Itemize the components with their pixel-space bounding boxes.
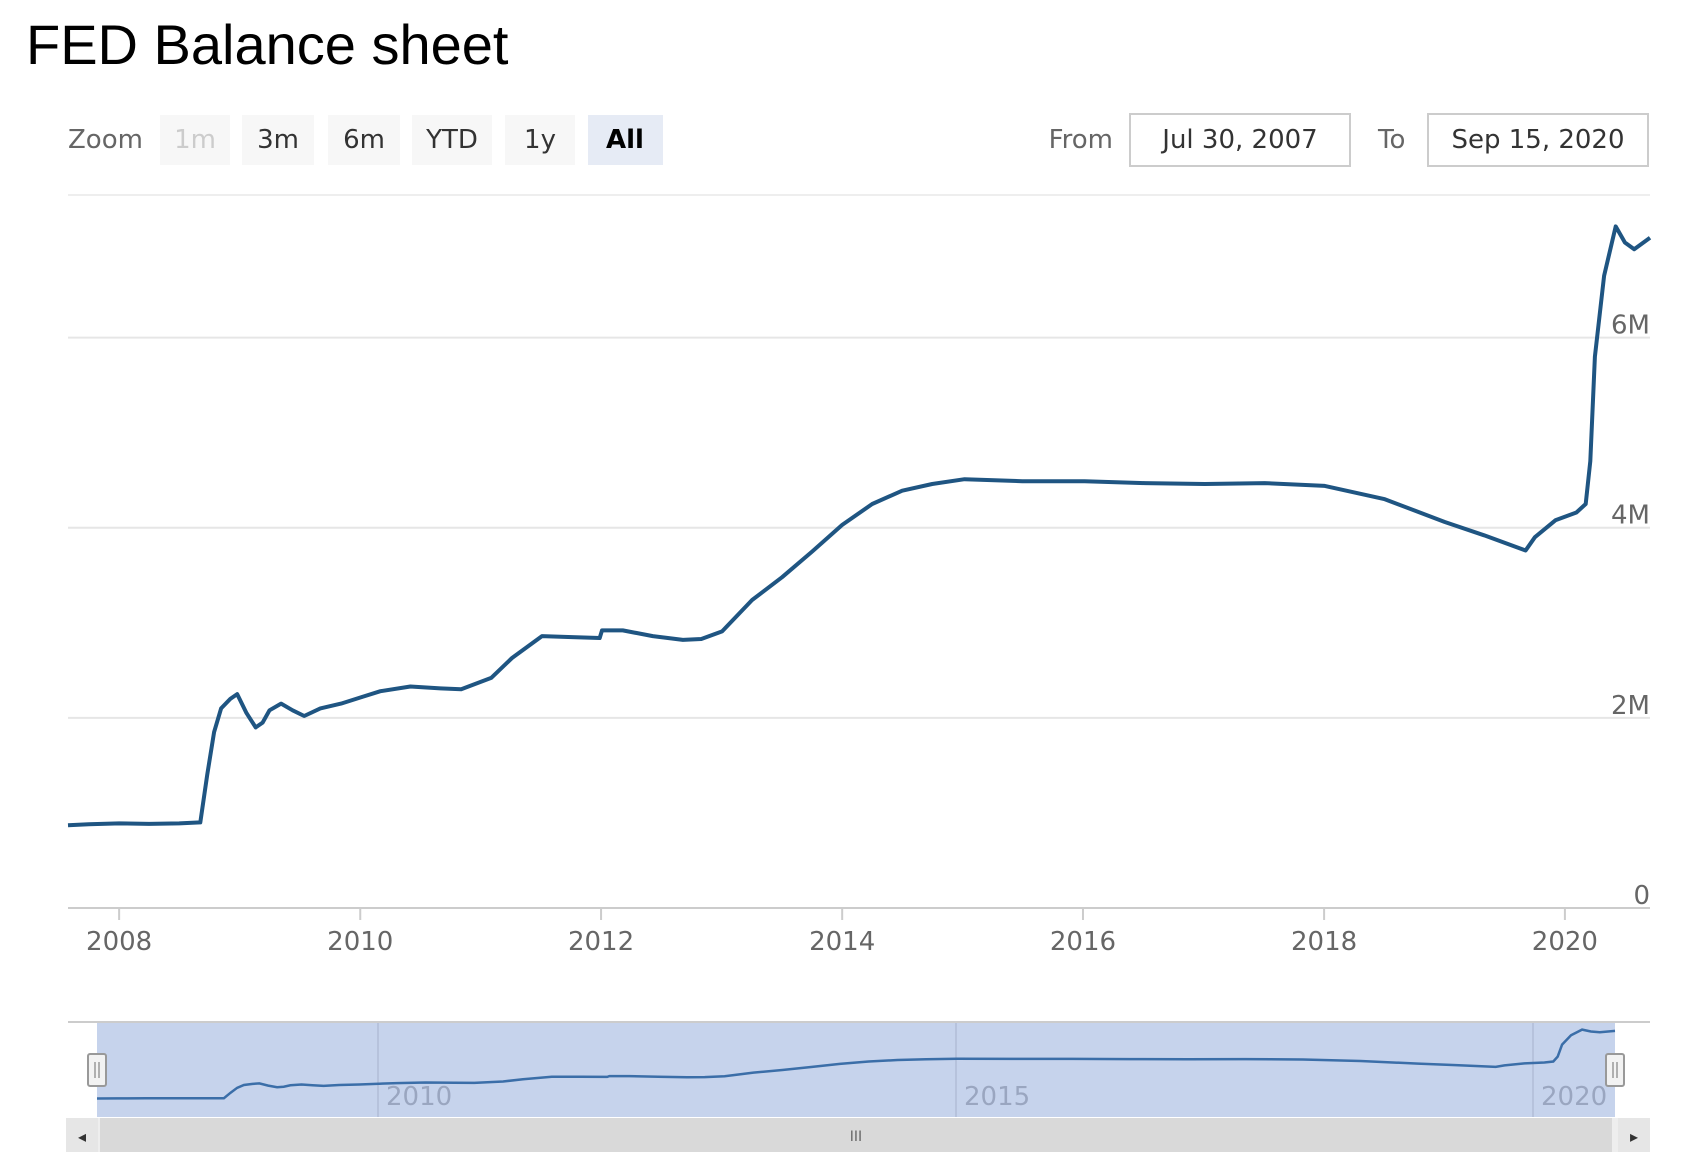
zoom-button-1m[interactable]: 1m <box>160 115 230 165</box>
navigator-selection-mask[interactable] <box>97 1023 1615 1117</box>
y-axis-ticks: 0 2M 4M 6M <box>1611 311 1650 911</box>
y-tick-label: 6M <box>1611 311 1650 341</box>
y-tick-label: 4M <box>1611 501 1650 531</box>
to-date-input[interactable]: Sep 15, 2020 <box>1427 113 1649 167</box>
scrollbar-thumb[interactable] <box>100 1118 1612 1152</box>
zoom-button-1m-label: 1m <box>174 125 216 155</box>
zoom-button-6m[interactable]: 6m <box>328 115 400 165</box>
zoom-label: Zoom <box>68 125 143 155</box>
range-selector: Zoom 1m 3m 6m YTD 1y All From Jul 30, <box>68 113 1649 167</box>
scrollbar-left-arrow-bg <box>66 1118 98 1152</box>
navigator-tick-2020: 2020 <box>1541 1082 1607 1112</box>
y-tick-label: 0 <box>1633 881 1650 911</box>
zoom-button-all-bg <box>588 115 663 165</box>
zoom-button-3m-bg <box>242 115 314 165</box>
x-tick-label: 2008 <box>86 927 152 957</box>
balance-sheet-series-line <box>67 224 1652 828</box>
navigator-tick-2015: 2015 <box>964 1082 1030 1112</box>
navigator-right-handle[interactable] <box>1605 1053 1625 1087</box>
zoom-button-all[interactable]: All <box>588 115 663 165</box>
to-date-box <box>1427 113 1649 167</box>
gridlines <box>68 336 1650 719</box>
x-axis-ticks: 2008 2010 2012 2014 2016 2018 2020 <box>86 908 1598 957</box>
navigator-right-handle-box <box>1605 1053 1625 1087</box>
zoom-button-3m[interactable]: 3m <box>242 115 314 165</box>
zoom-button-6m-bg <box>328 115 400 165</box>
navigator-left-handle[interactable] <box>87 1053 107 1087</box>
scrollbar-left-arrow-button[interactable]: ◂ <box>66 1118 98 1152</box>
navigator-tick-2010: 2010 <box>386 1082 452 1112</box>
navigator: 2010 2015 2020 <box>68 1021 1650 1117</box>
x-tick-label: 2018 <box>1291 927 1357 957</box>
to-date-value: Sep 15, 2020 <box>1451 125 1624 155</box>
from-label: From <box>1049 125 1113 155</box>
zoom-button-1y-label: 1y <box>524 125 556 155</box>
zoom-button-3m-label: 3m <box>257 125 299 155</box>
x-tick-label: 2016 <box>1050 927 1116 957</box>
navigator-left-handle-box <box>87 1053 107 1087</box>
scrollbar-grip: III <box>850 1129 862 1145</box>
scrollbar-right-arrow-bg <box>1618 1118 1650 1152</box>
zoom-button-ytd-label: YTD <box>425 125 478 155</box>
to-label: To <box>1377 125 1405 155</box>
scrollbar-right-arrow-button[interactable]: ▸ <box>1618 1118 1650 1152</box>
zoom-button-6m-label: 6m <box>343 125 385 155</box>
x-tick-label: 2020 <box>1532 927 1598 957</box>
x-tick-label: 2010 <box>327 927 393 957</box>
y-tick-label: 2M <box>1611 691 1650 721</box>
navigator-series-line <box>96 1028 1616 1100</box>
zoom-button-ytd[interactable]: YTD <box>412 115 492 165</box>
scrollbar-left-arrow-icon: ◂ <box>78 1127 86 1146</box>
x-tick-label: 2012 <box>568 927 634 957</box>
zoom-button-all-label: All <box>606 125 644 155</box>
from-date-box <box>1129 113 1351 167</box>
zoom-button-1y[interactable]: 1y <box>505 115 575 165</box>
scrollbar: III ◂ ▸ <box>66 1118 1650 1152</box>
page-title: FED Balance sheet <box>26 13 509 76</box>
from-date-input[interactable]: Jul 30, 2007 <box>1129 113 1351 167</box>
from-date-value: Jul 30, 2007 <box>1160 125 1317 155</box>
zoom-button-1y-bg <box>505 115 575 165</box>
zoom-button-1m-bg <box>160 115 230 165</box>
zoom-button-ytd-bg <box>412 115 492 165</box>
scrollbar-right-arrow-icon: ▸ <box>1630 1127 1638 1146</box>
x-tick-label: 2014 <box>809 927 875 957</box>
plot-area: 2008 2010 2012 2014 2016 2018 2020 0 2M 4M 6M <box>67 194 1652 957</box>
